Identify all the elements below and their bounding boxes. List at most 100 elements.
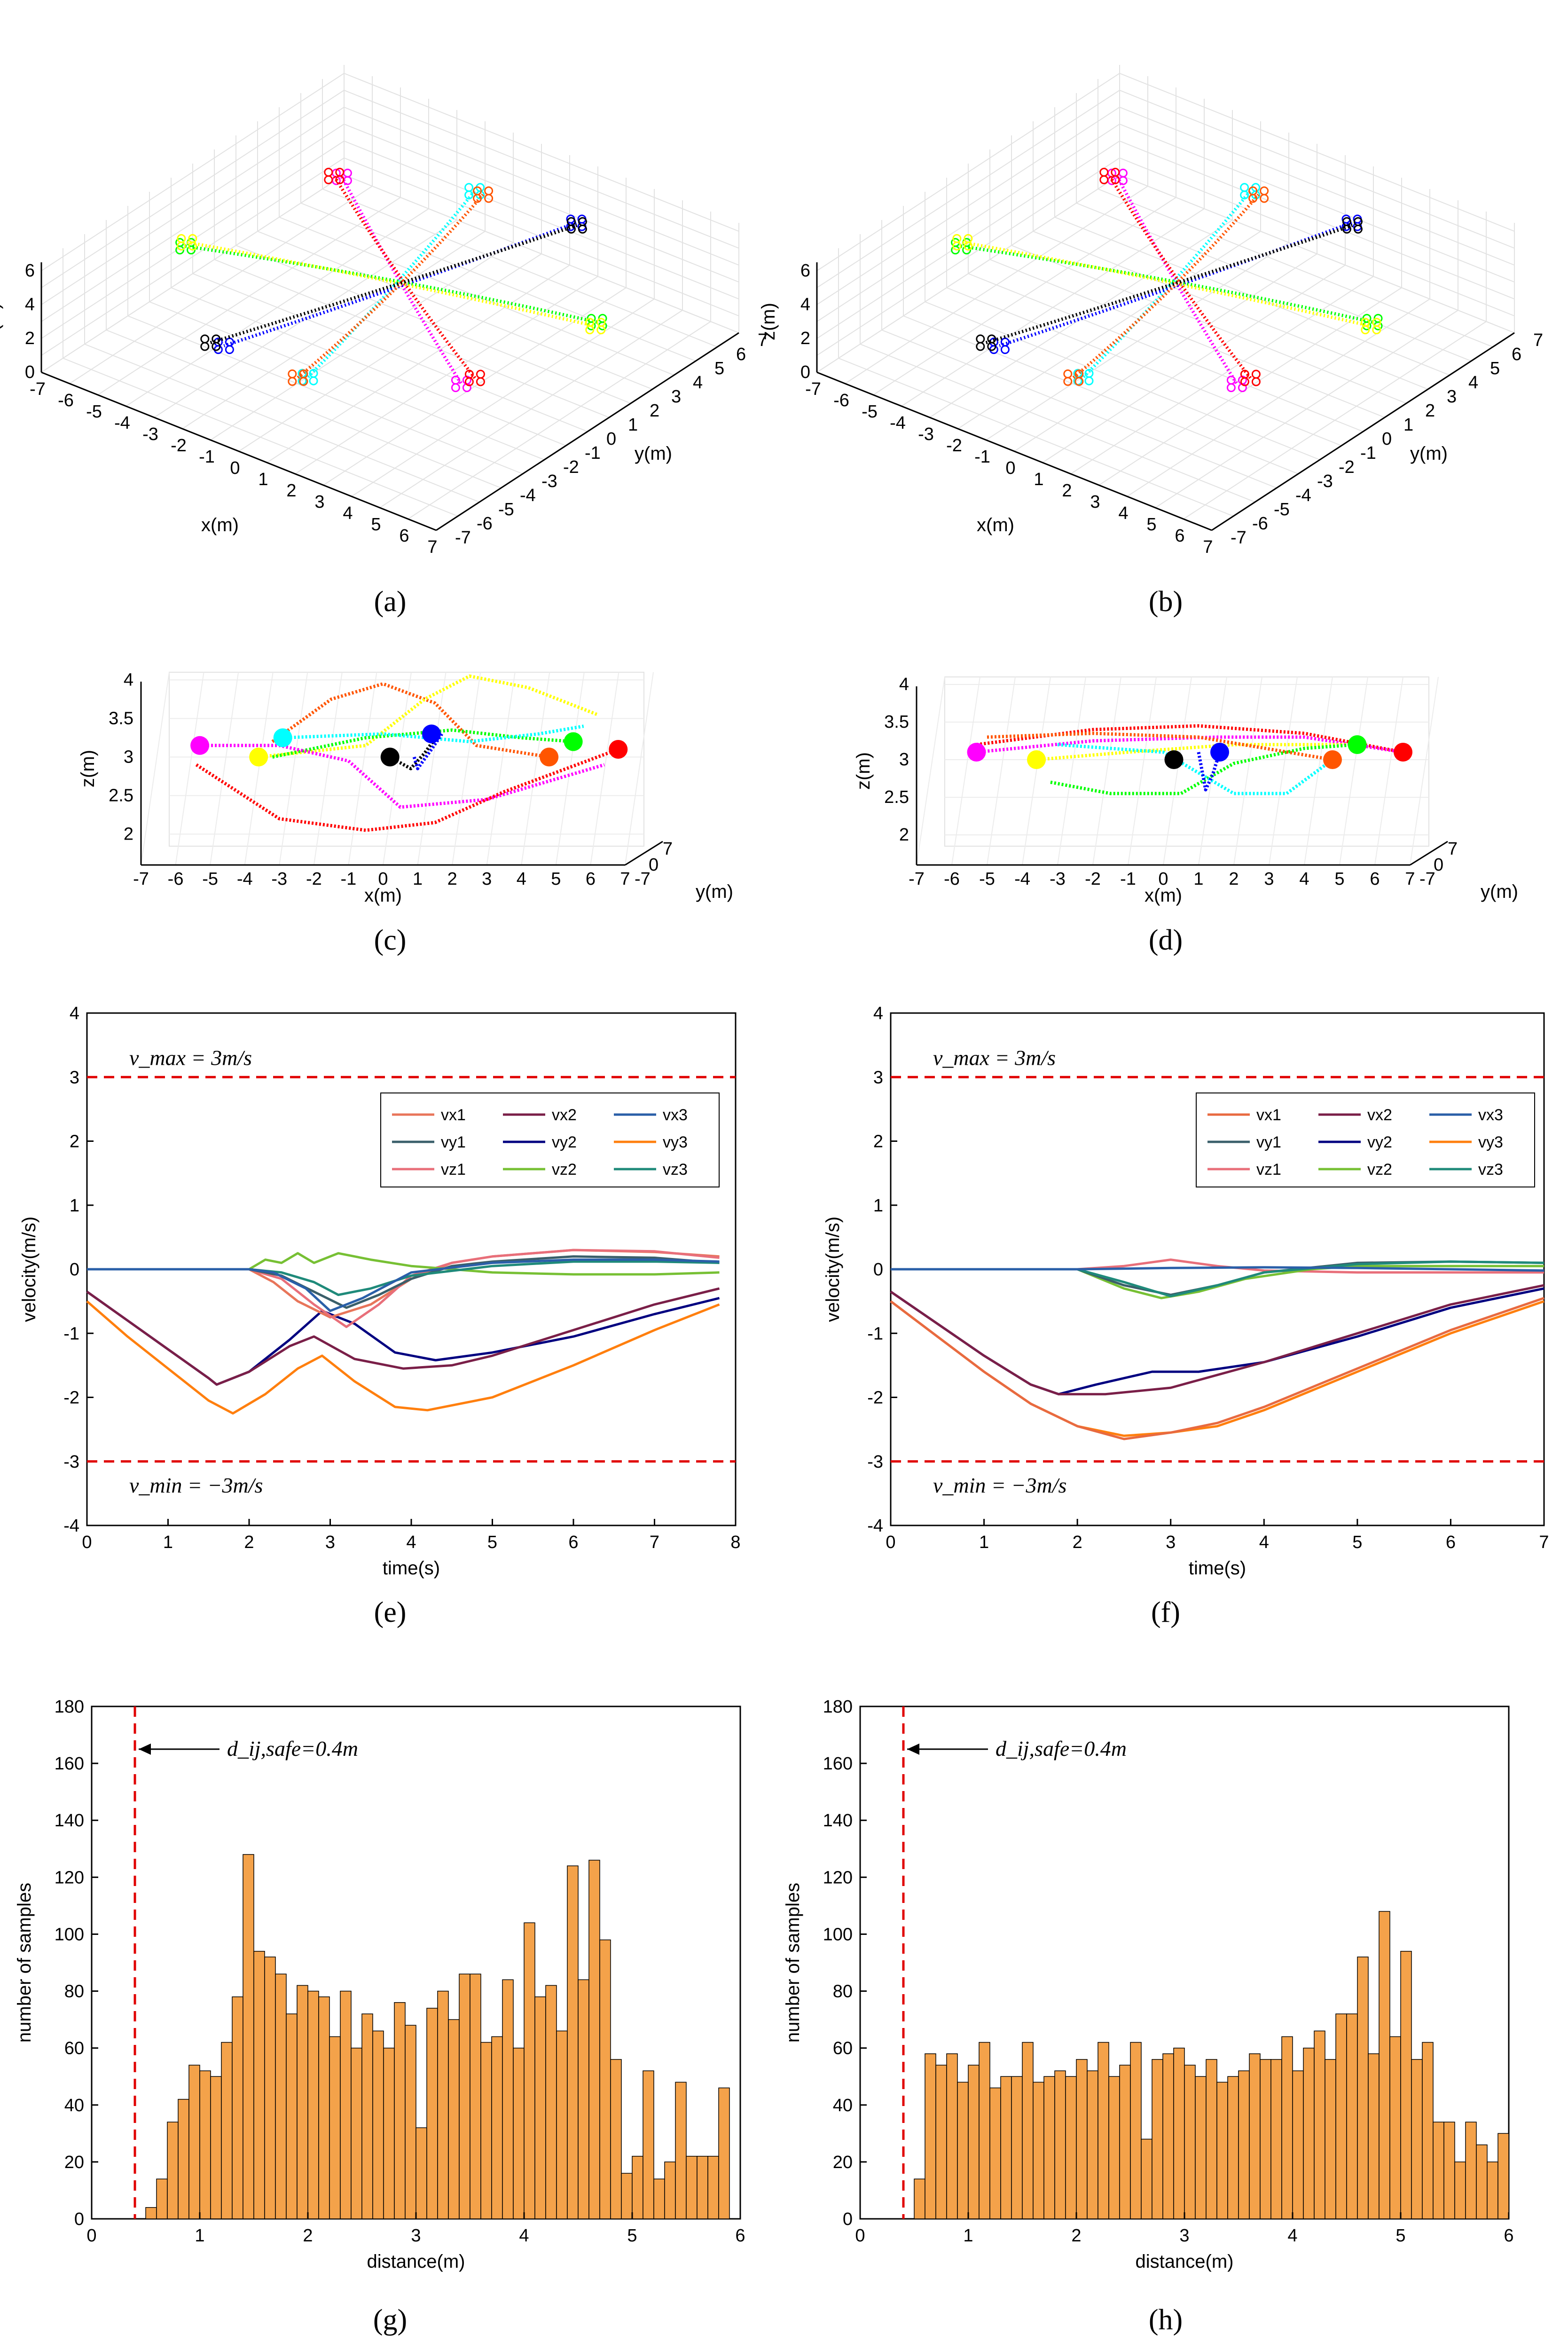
z-tick-label: 2 xyxy=(800,329,810,348)
y-tick-label: -2 xyxy=(63,1388,79,1408)
histogram-bar xyxy=(653,2178,665,2219)
trajectory-agent8 xyxy=(210,224,578,345)
x-tick-label: 3 xyxy=(325,1533,335,1552)
rotor-icon xyxy=(596,325,606,335)
y-axis-line xyxy=(625,841,663,866)
rotor-icon xyxy=(464,190,474,200)
caption-f: (f) xyxy=(1151,1596,1180,1628)
rotor-icon xyxy=(476,369,485,379)
floor-grid-line xyxy=(1033,231,1428,390)
rotor-icon xyxy=(1240,183,1249,192)
x-tick-label: 7 xyxy=(427,537,437,557)
y-tick-label: 100 xyxy=(55,1925,84,1944)
y-tick-label: 4 xyxy=(693,373,703,393)
floor-grid-line xyxy=(1155,310,1458,508)
y-tick-label: 5 xyxy=(714,359,724,378)
rotor-icon xyxy=(1099,167,1109,177)
rotor-icon xyxy=(324,167,333,177)
floor-grid-line xyxy=(267,265,570,463)
rotor-icon xyxy=(1000,338,1010,347)
x-tick-label: -1 xyxy=(341,869,357,889)
quadrotor-icon xyxy=(324,167,345,184)
histogram-bar xyxy=(491,2036,503,2219)
floor-grid-line xyxy=(1098,189,1493,347)
wall-grid-line xyxy=(41,157,739,356)
y-tick-label: -1 xyxy=(63,1324,79,1344)
histogram-bar xyxy=(1281,2036,1293,2219)
start-point-agent1 xyxy=(190,736,210,755)
histogram-bar xyxy=(275,1973,287,2219)
histogram-bar xyxy=(1314,2030,1325,2219)
histogram-bar xyxy=(1087,2070,1098,2219)
start-point-agent8 xyxy=(380,747,400,767)
trajectory-curve xyxy=(271,682,549,759)
trajectory-curve xyxy=(258,674,598,759)
histogram-bar xyxy=(1043,2076,1055,2219)
rotor-icon xyxy=(212,342,221,351)
rotor-icon xyxy=(1240,190,1249,200)
rotor-icon xyxy=(225,338,234,347)
histogram-bar xyxy=(361,2013,373,2219)
rotor-icon xyxy=(976,334,985,344)
rotor-icon xyxy=(200,342,210,351)
floor-grid-line xyxy=(408,321,711,519)
rotor-icon xyxy=(484,194,494,203)
caption-g: (g) xyxy=(373,2304,407,2336)
x-axis-label: time(s) xyxy=(383,1558,440,1579)
y-tick-label: 120 xyxy=(55,1868,84,1887)
x-tick-label: 1 xyxy=(195,2226,204,2246)
gridline xyxy=(1198,676,1227,865)
histogram-bar xyxy=(935,2065,947,2219)
quadrotor-icon xyxy=(464,369,485,386)
histogram-bar xyxy=(1335,2013,1347,2219)
quadrotor-icon xyxy=(1099,167,1120,184)
rotor-icon xyxy=(1251,369,1261,379)
y-tick-label: 1 xyxy=(873,1196,883,1216)
threshold-arrow-head xyxy=(139,1743,151,1755)
z-tick-label: 4 xyxy=(25,295,35,314)
x-tick-label: 6 xyxy=(568,1533,578,1552)
gridline xyxy=(916,676,945,865)
histogram-bar xyxy=(697,2156,708,2219)
x-tick-label: -4 xyxy=(890,413,906,433)
x-tick-label: -1 xyxy=(974,447,990,467)
x-tick-label: -5 xyxy=(979,869,995,889)
y-tick-label: -1 xyxy=(867,1324,883,1344)
histogram-bar xyxy=(664,2161,676,2219)
rotor-icon xyxy=(177,241,186,251)
histogram-bar xyxy=(286,2013,298,2219)
y-tick-label: -6 xyxy=(1252,514,1268,534)
histogram-bar xyxy=(1433,2122,1444,2219)
trajectory-curve xyxy=(389,733,440,770)
histogram-bar xyxy=(1379,1911,1390,2219)
x-tick-label: 0 xyxy=(1158,869,1168,889)
y-tick-label: 2 xyxy=(1425,401,1435,421)
gridline xyxy=(279,672,308,865)
histogram-bar xyxy=(221,2042,233,2219)
x-tick-label: 2 xyxy=(286,481,296,501)
series-vx1 xyxy=(890,1297,1544,1440)
caption-c: (c) xyxy=(374,924,407,956)
y-tick-label: 7 xyxy=(663,839,673,859)
caption-a: (a) xyxy=(374,586,407,618)
legend-label-vy2: vy2 xyxy=(552,1133,577,1151)
histogram-bar xyxy=(1022,2042,1034,2219)
y-tick-label: 0 xyxy=(74,2209,84,2229)
histogram-bar xyxy=(1476,2144,1488,2219)
start-point-agent5 xyxy=(609,740,628,759)
legend-label-vz2: vz2 xyxy=(1367,1161,1392,1179)
trajectory-agent5 xyxy=(1108,175,1252,379)
legend-label-vx3: vx3 xyxy=(663,1106,688,1124)
histogram-bar xyxy=(1065,2076,1077,2219)
y-axis-line xyxy=(1211,332,1515,531)
y-tick-label: -4 xyxy=(1295,486,1311,505)
y-tick-label: -1 xyxy=(1360,443,1376,463)
floor-grid-line xyxy=(1070,276,1374,474)
panel-f-velocity-chart: 0 1 2 3 4 5 6 7 -4 -3 -2 -1 0 1 2 3 4 time(s) velocity(m/s… xyxy=(823,1004,1549,1579)
legend-label-vy2: vy2 xyxy=(1367,1133,1392,1151)
histogram-bar xyxy=(178,2098,189,2219)
x-tick-label: 0 xyxy=(82,1533,92,1552)
floor-grid-line xyxy=(1127,299,1430,497)
